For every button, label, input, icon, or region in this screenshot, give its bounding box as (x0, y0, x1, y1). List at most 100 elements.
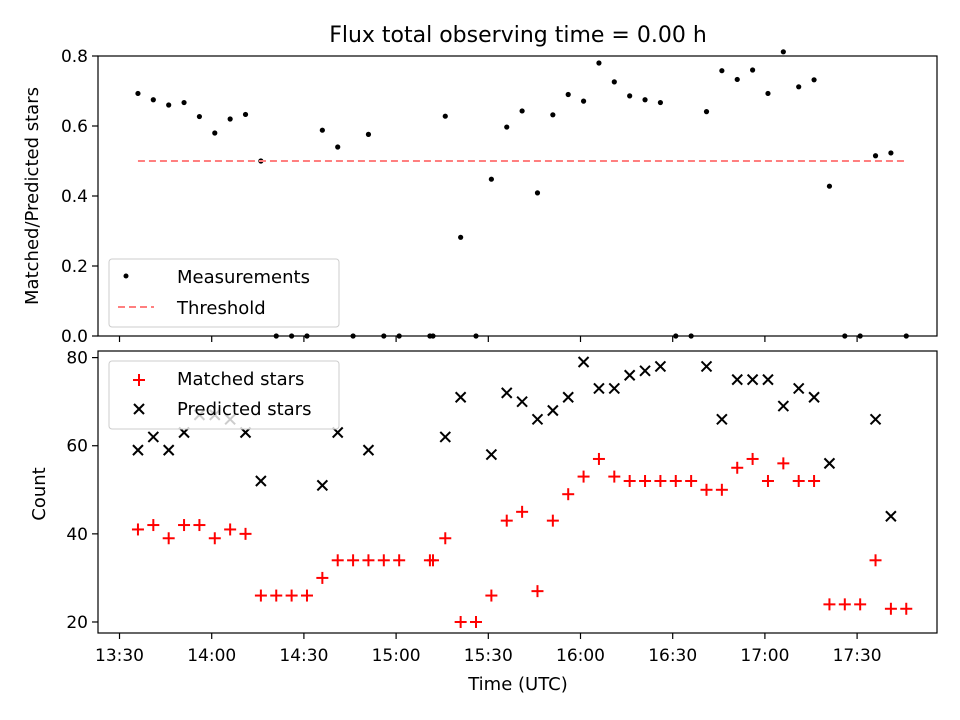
predicted-stars-point (439, 431, 451, 443)
measurement-point (657, 99, 664, 106)
matched-stars-point (869, 554, 882, 567)
chart-title: Flux total observing time = 0.00 h (329, 23, 707, 48)
predicted-stars-point (516, 395, 528, 408)
matched-stars-point (485, 589, 498, 602)
predicted-stars-point (869, 413, 882, 426)
count-y-axis-label: Count (29, 467, 50, 520)
ratio-y-tick-label: 0.6 (61, 117, 88, 137)
matched-stars-point (823, 598, 836, 611)
x-tick-label: 14:00 (187, 646, 236, 666)
predicted-stars-point (700, 360, 713, 373)
ratio-y-axis-label: Matched/Predicted stars (22, 87, 43, 305)
matched-stars-point (239, 527, 252, 540)
measurement-point (196, 113, 203, 120)
matched-stars-point (854, 598, 867, 611)
measurement-point (442, 113, 448, 119)
matched-stars-point (178, 519, 191, 532)
matched-stars-point (439, 532, 452, 545)
measurement-point (181, 99, 187, 106)
legend-matched-marker (133, 374, 145, 386)
matched-stars-point (685, 474, 698, 487)
predicted-stars-point (608, 382, 621, 395)
measurement-point (734, 76, 740, 83)
measurement-point (811, 77, 817, 83)
matched-stars-point (577, 470, 590, 483)
x-tick-label: 15:00 (372, 646, 421, 666)
matched-stars-point (746, 452, 759, 465)
measurement-point (365, 131, 372, 137)
matched-stars-point (792, 474, 805, 487)
matched-stars-point (208, 532, 221, 545)
measurement-point (750, 67, 756, 73)
measurement-point (166, 102, 172, 108)
legend-predicted-label: Predicted stars (177, 399, 311, 420)
x-axis-label: Time (UTC) (467, 674, 568, 695)
measurement-point (565, 91, 571, 98)
matched-stars-point (224, 523, 237, 536)
predicted-stars-point (746, 373, 759, 386)
predicted-stars-point (885, 510, 897, 522)
matched-stars-point (562, 488, 575, 501)
measurement-point (796, 84, 802, 90)
x-tick-label: 16:00 (556, 646, 605, 666)
matched-stars-point (377, 554, 390, 567)
count-y-tick-label: 20 (66, 613, 88, 633)
matched-stars-point (362, 554, 375, 567)
matched-stars-point (454, 615, 467, 628)
matched-stars-point (147, 519, 160, 532)
measurement-point (780, 49, 786, 55)
predicted-stars-point (623, 369, 636, 381)
predicted-stars-point (454, 391, 467, 403)
matched-stars-point (639, 474, 652, 487)
matched-stars-point (516, 505, 529, 518)
measurement-point (888, 150, 894, 156)
predicted-stars-point (147, 431, 160, 443)
predicted-stars-point (577, 356, 590, 368)
count-y-tick-label: 40 (66, 525, 88, 545)
measurement-point (872, 153, 879, 159)
ratio-y-tick-label: 0.2 (61, 257, 88, 277)
matched-stars-point (316, 571, 329, 584)
ratio-y-tick-label: 0.8 (61, 47, 88, 67)
predicted-stars-point (762, 373, 774, 386)
measurement-point (534, 190, 541, 196)
count-axes-frame (97, 350, 938, 634)
x-tick-label: 13:30 (95, 646, 144, 666)
measurement-point (826, 183, 833, 189)
predicted-stars-point (531, 413, 544, 426)
measurement-point (458, 234, 464, 240)
matched-stars-point (777, 457, 790, 470)
measurement-point (596, 60, 602, 66)
x-tick-label: 14:30 (279, 646, 328, 666)
ratio-panel: 0.00.20.40.60.8 Matched/Predicted stars … (22, 47, 938, 347)
measurement-point (550, 112, 556, 118)
matched-stars-point (715, 483, 728, 496)
matched-stars-point (731, 461, 744, 474)
matched-stars-point (761, 474, 774, 487)
matched-stars-point (900, 602, 913, 615)
measurement-point (519, 108, 525, 114)
measurement-point (227, 116, 233, 122)
matched-stars-point (285, 589, 298, 602)
matched-stars-point (546, 514, 559, 527)
matched-stars-point (838, 598, 851, 611)
measurement-point (627, 93, 633, 99)
measurement-point (135, 90, 141, 97)
matched-stars-point (700, 483, 713, 496)
legend-measurements-marker (123, 273, 129, 279)
measurement-point (642, 97, 648, 103)
matched-stars-point (884, 602, 897, 615)
predicted-stars-point (316, 479, 329, 492)
matched-stars-point (270, 589, 283, 602)
predicted-stars-point (485, 448, 498, 461)
matched-stars-point (669, 474, 682, 487)
measurement-point (150, 97, 156, 103)
matched-stars-point (331, 554, 344, 567)
matched-stars-point (193, 519, 206, 532)
measurement-point (719, 68, 725, 74)
measurement-point (488, 176, 494, 182)
matched-stars-point (531, 585, 544, 598)
count-y-tick-label: 60 (66, 437, 88, 457)
predicted-stars-point (731, 373, 743, 386)
